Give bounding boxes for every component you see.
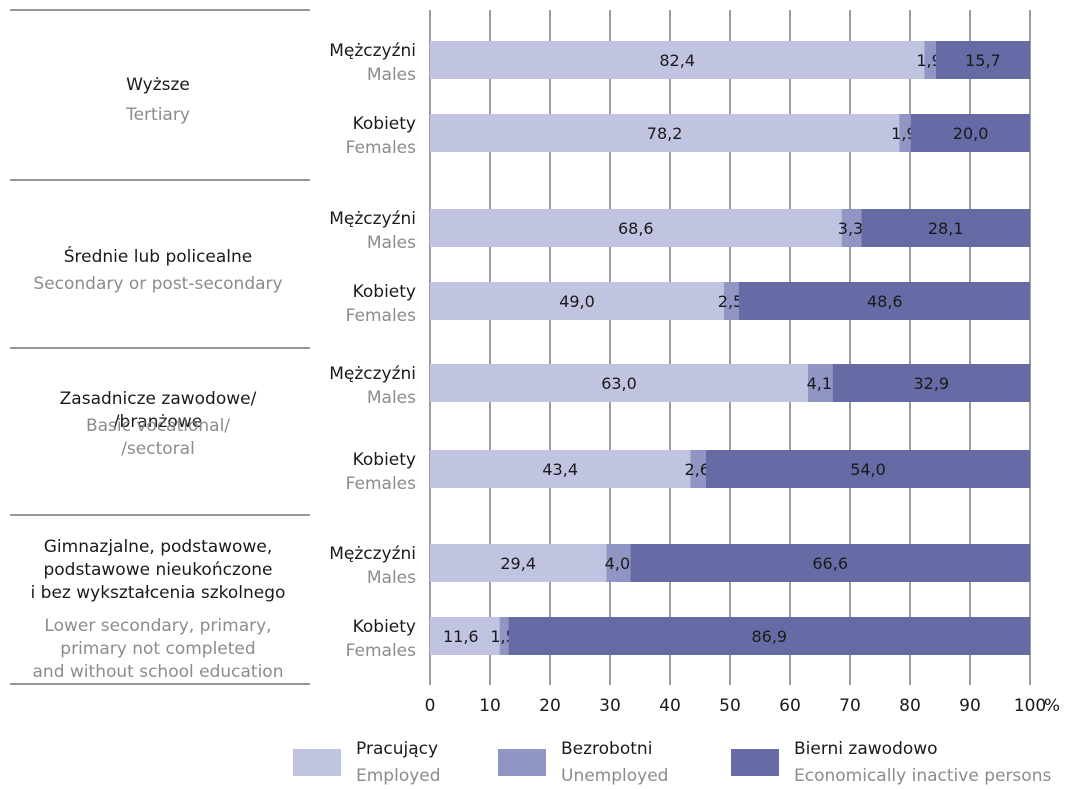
x-tick-label: 100 (1014, 696, 1046, 716)
x-tick-label: 40 (659, 696, 681, 716)
data-label: 4,1 (807, 374, 832, 393)
x-tick-label: 50 (719, 696, 741, 716)
data-label: 20,0 (953, 124, 989, 143)
data-label: 78,2 (647, 124, 683, 143)
group-label-pl: podstawowe nieukończone (43, 560, 272, 580)
x-tick-label: 30 (599, 696, 621, 716)
legend-label-en: Employed (356, 766, 441, 786)
x-tick-label: 80 (899, 696, 921, 716)
bar-segment (832, 364, 1030, 402)
x-tick-label: 0 (425, 696, 436, 716)
legend-label-pl: Bierni zawodowo (794, 739, 938, 759)
legend-swatch (293, 749, 341, 776)
bar-segment (499, 617, 509, 655)
bar-segment (808, 364, 833, 402)
group-label-en: /sectoral (121, 439, 195, 459)
bar-segment (739, 282, 1031, 320)
data-label: 11,6 (443, 627, 479, 646)
sex-label-en: Males (367, 388, 416, 408)
group-label-pl: Gimnazjalne, podstawowe, (44, 537, 272, 557)
group-label-pl: i bez wykształcenia szkolnego (31, 583, 286, 603)
data-label: 54,0 (850, 460, 886, 479)
bar-segment (430, 41, 925, 79)
x-tick-label: 10 (479, 696, 501, 716)
group-label-pl: Zasadnicze zawodowe/ (60, 389, 257, 409)
data-label: 28,1 (928, 219, 964, 238)
x-tick-label: 90 (959, 696, 981, 716)
legend-swatch (498, 749, 546, 776)
data-label: 49,0 (559, 292, 595, 311)
sex-label-en: Females (346, 138, 416, 158)
data-label: 2,5 (718, 292, 743, 311)
group-label-en: and without school education (33, 662, 284, 682)
legend-label-pl: Pracujący (356, 739, 438, 759)
sex-label-pl: Kobiety (353, 282, 416, 302)
data-label: 32,9 (913, 374, 949, 393)
data-label: 2,6 (684, 460, 709, 479)
bar-segment (899, 114, 911, 152)
data-label: 66,6 (812, 554, 848, 573)
sex-label-pl: Kobiety (353, 450, 416, 470)
bar-segment (430, 544, 607, 582)
sex-label-en: Females (346, 474, 416, 494)
legend-swatch (731, 749, 779, 776)
group-label-en: Secondary or post-secondary (33, 274, 282, 294)
data-label: 1,9 (891, 124, 916, 143)
group-label-en: Basic vocational/ (86, 416, 230, 436)
sex-label-pl: Mężczyźni (329, 364, 416, 384)
bar-segment (690, 450, 706, 488)
bar-segment (606, 544, 631, 582)
bar-segment (630, 544, 1030, 582)
sex-label-pl: Mężczyźni (329, 209, 416, 229)
group-label-pl: Wyższe (126, 75, 190, 95)
bar-segment (841, 209, 862, 247)
bar-segment (430, 617, 500, 655)
group-label-en: Lower secondary, primary, (44, 616, 271, 636)
bar-segment (430, 450, 691, 488)
sex-label-en: Females (346, 641, 416, 661)
group-label-en: Tertiary (125, 105, 190, 125)
data-label: 4,0 (605, 554, 630, 573)
sex-label-pl: Mężczyźni (329, 544, 416, 564)
data-label: 3,3 (838, 219, 863, 238)
bar-segment (924, 41, 936, 79)
data-label: 82,4 (659, 51, 695, 70)
sex-label-en: Females (346, 306, 416, 326)
x-tick-label: 70 (839, 696, 861, 716)
data-label: 48,6 (867, 292, 903, 311)
x-tick-label: 60 (779, 696, 801, 716)
bar-segment (430, 364, 808, 402)
sex-label-pl: Mężczyźni (329, 41, 416, 61)
x-tick-label: 20 (539, 696, 561, 716)
bar-segment (706, 450, 1030, 488)
data-label: 1,9 (916, 51, 941, 70)
bar-segment (430, 114, 900, 152)
legend-label-en: Economically inactive persons (794, 766, 1051, 786)
bar-segment (430, 282, 724, 320)
data-label: 43,4 (542, 460, 578, 479)
data-label: 63,0 (601, 374, 637, 393)
group-label-pl: /branżowe (114, 412, 202, 432)
bar-segment (508, 617, 1031, 655)
legend-label-en: Unemployed (561, 766, 668, 786)
data-label: 15,7 (965, 51, 1001, 70)
bar-segment (724, 282, 739, 320)
bar-segment (861, 209, 1030, 247)
sex-label-pl: Kobiety (353, 617, 416, 637)
legend-label-pl: Bezrobotni (561, 739, 652, 759)
data-label: 68,6 (618, 219, 654, 238)
x-unit-label: % (1044, 696, 1060, 716)
sex-label-pl: Kobiety (353, 114, 416, 134)
data-label: 86,9 (751, 627, 787, 646)
group-label-en: primary not completed (60, 639, 255, 659)
bar-segment (430, 209, 842, 247)
data-label: 29,4 (500, 554, 536, 573)
bar-segment (935, 41, 1030, 79)
sex-label-en: Males (367, 233, 416, 253)
group-label-pl: Średnie lub policealne (64, 245, 253, 267)
sex-label-en: Males (367, 65, 416, 85)
bar-segment (910, 114, 1031, 152)
sex-label-en: Males (367, 568, 416, 588)
